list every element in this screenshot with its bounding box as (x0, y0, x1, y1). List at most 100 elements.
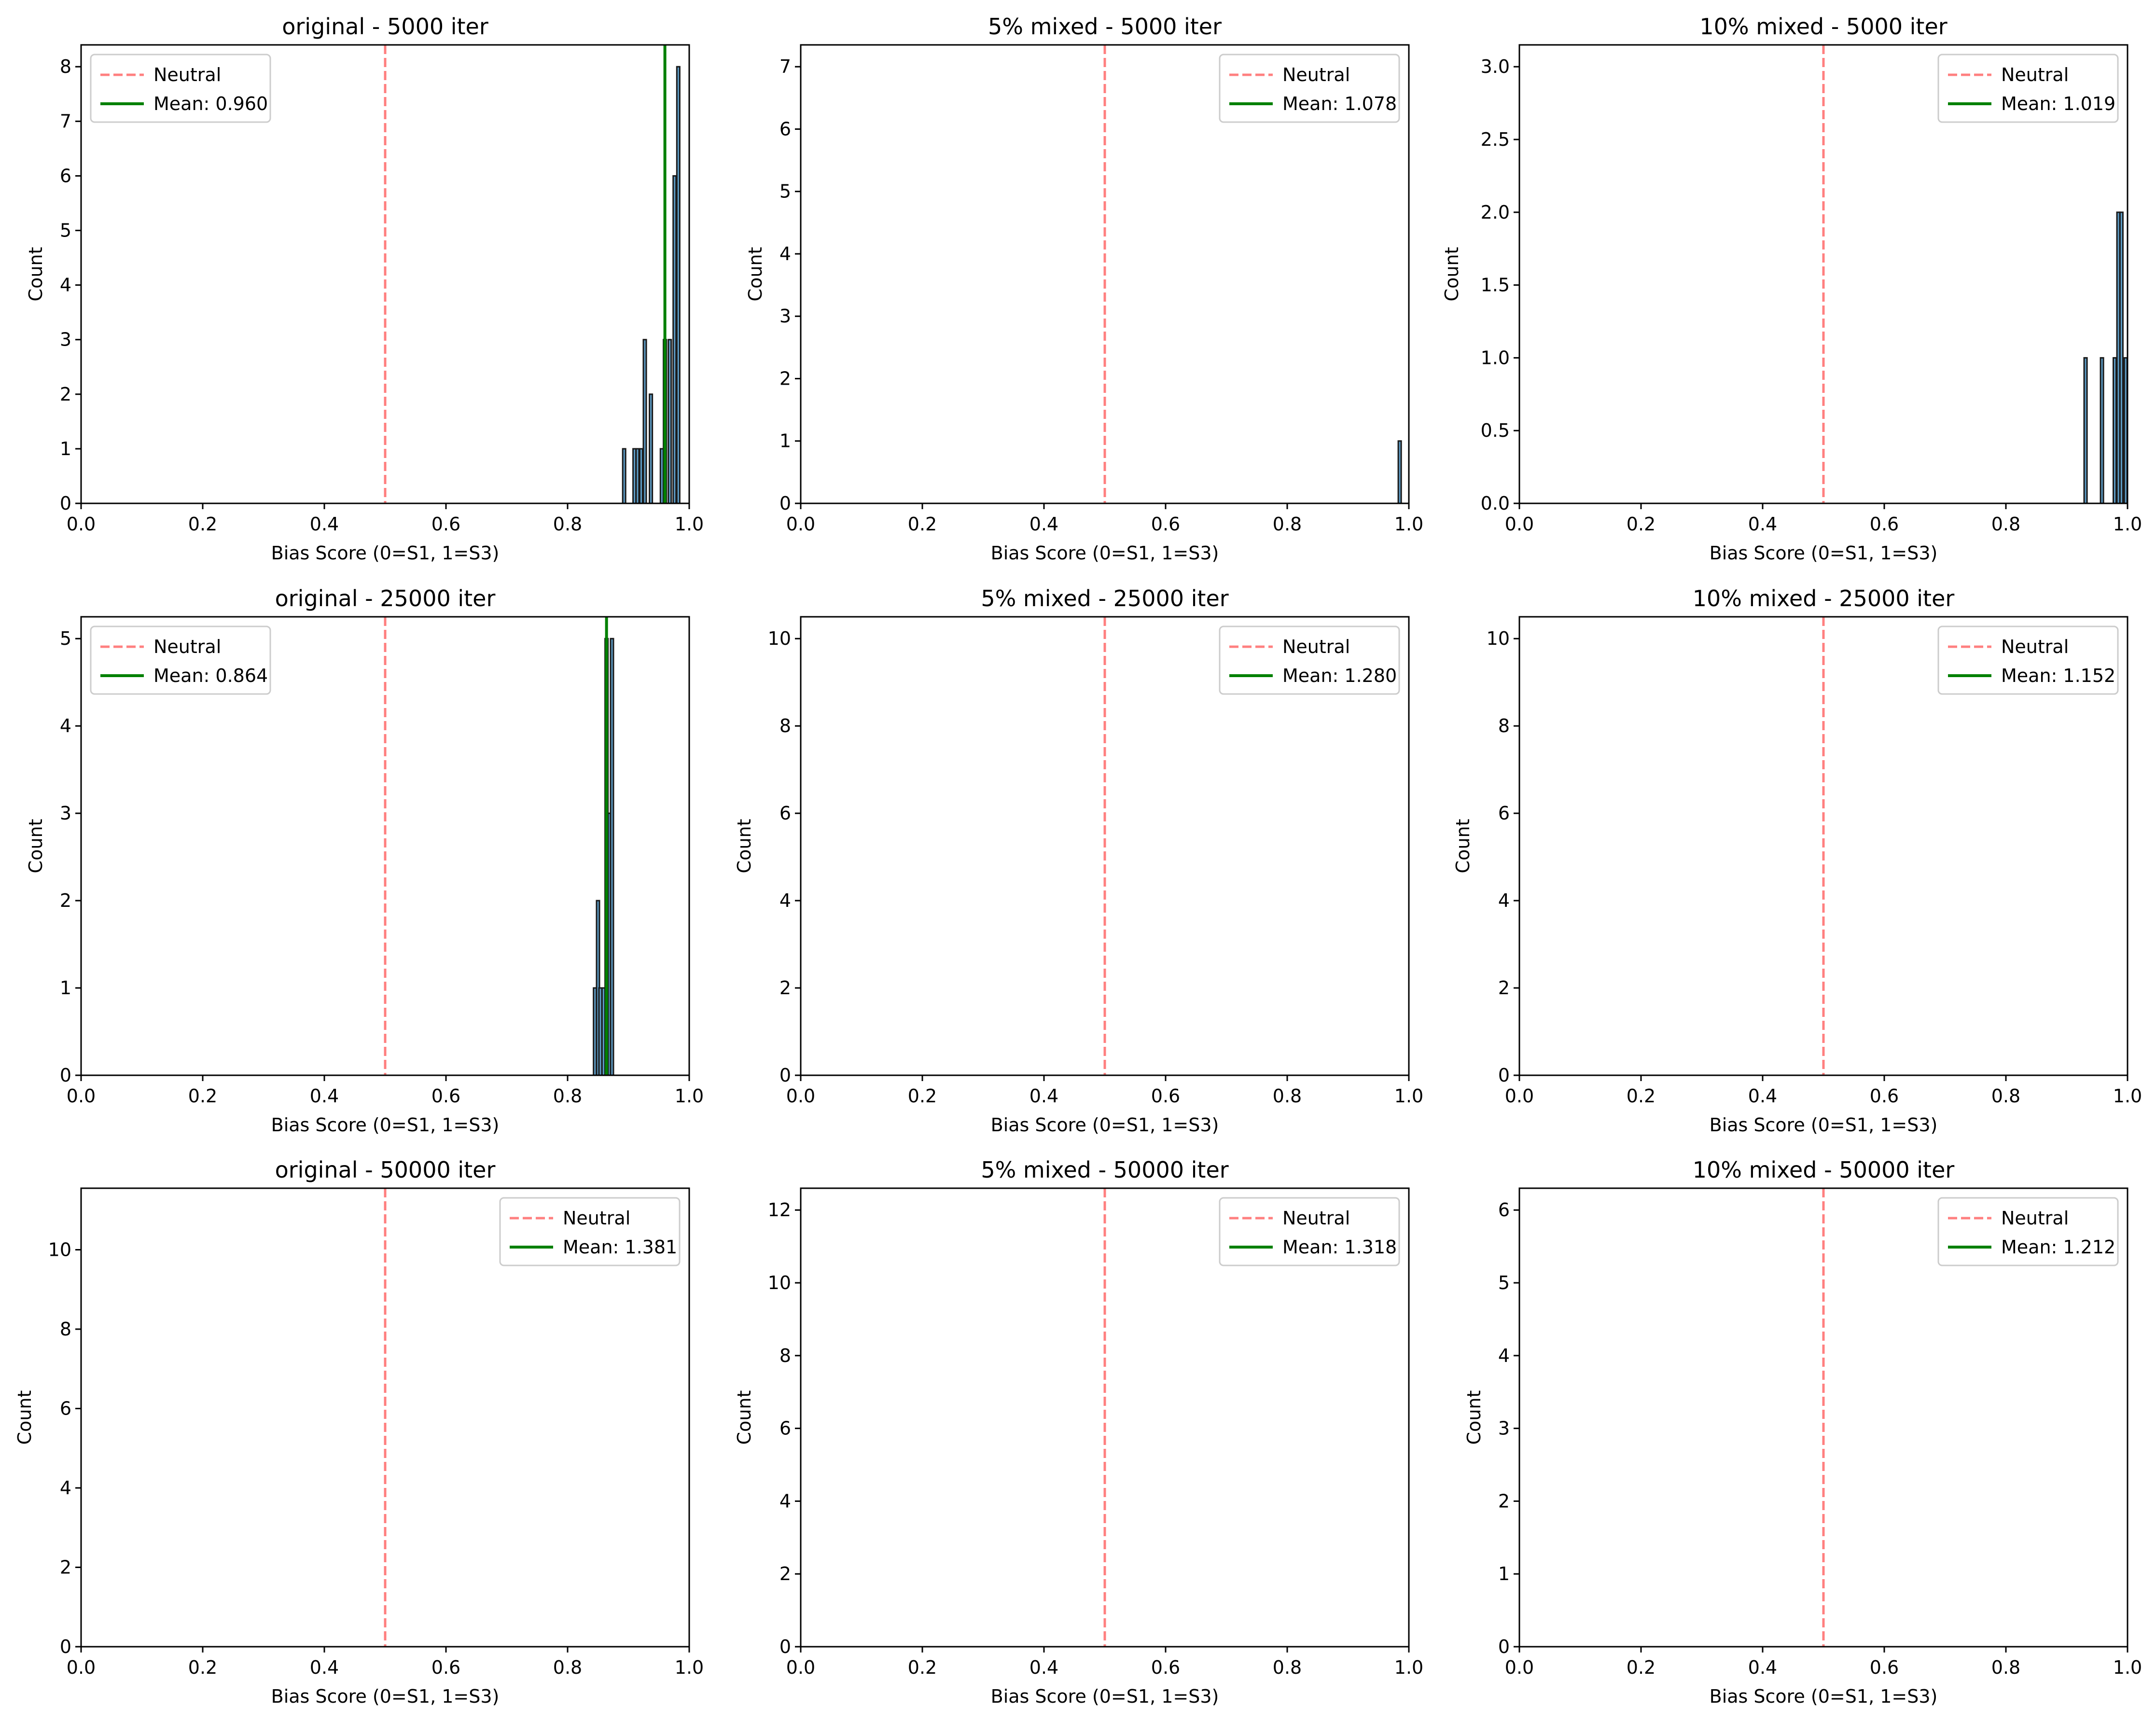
legend-mean-label: Mean: 1.152 (2001, 665, 2115, 686)
legend-mean-label: Mean: 0.960 (153, 93, 268, 114)
y-tick-label: 6 (60, 165, 71, 186)
y-tick-label: 0 (60, 1065, 71, 1086)
x-tick-label: 0.6 (1151, 1085, 1180, 1107)
chart-title: 5% mixed - 50000 iter (981, 1157, 1228, 1183)
y-tick-label: 1 (60, 977, 71, 999)
axes-frame (800, 44, 1410, 504)
histogram-bar (2123, 357, 2128, 503)
plot-area (384, 1188, 387, 1647)
x-axis-label: Bias Score (0=S1, 1=S3) (271, 1686, 500, 1707)
y-tick-label: 0 (779, 1636, 791, 1657)
histogram-bar (2119, 211, 2124, 503)
y-tick-label: 3 (1498, 1418, 1510, 1439)
x-tick-label: 0.8 (1991, 514, 2020, 535)
x-tick-label: 0.8 (1273, 514, 1302, 535)
x-tick-label: 1.0 (2113, 1657, 2142, 1678)
x-tick-label: 1.0 (675, 1657, 704, 1678)
chart-title: original - 25000 iter (275, 585, 496, 611)
x-tick-label: 1.0 (675, 514, 704, 535)
y-tick-label: 2 (60, 384, 71, 405)
histogram-bar (1397, 440, 1402, 503)
x-tick-label: 0.2 (908, 514, 937, 535)
x-tick-label: 1.0 (1394, 1085, 1423, 1107)
x-tick-label: 0.6 (431, 1657, 460, 1678)
y-tick-label: 1 (1498, 1563, 1510, 1584)
y-tick-label: 10 (768, 1272, 791, 1293)
y-tick-label: 10 (768, 628, 791, 649)
y-axis-label: Count (745, 247, 766, 302)
x-tick-label: 0.6 (1151, 1657, 1180, 1678)
x-axis-label: Bias Score (0=S1, 1=S3) (271, 542, 500, 564)
y-tick-label: 1.0 (1481, 347, 1510, 368)
y-tick-label: 6 (1498, 1199, 1510, 1221)
y-tick-label: 6 (779, 1418, 791, 1439)
legend-neutral-label: Neutral (2001, 64, 2069, 85)
y-tick-label: 4 (60, 275, 71, 296)
legend-mean-label: Mean: 1.212 (2001, 1236, 2115, 1258)
y-tick-label: 6 (1498, 803, 1510, 824)
histogram-bar (2113, 357, 2117, 503)
subplot-7: 0.0 0.2 0.4 0.6 0.8 1.0 0 2 4 6 8 10 original - 5000… (14, 1157, 704, 1707)
x-tick-label: 0.8 (553, 1657, 582, 1678)
histogram-bar (672, 175, 677, 503)
chart-title: original - 50000 iter (275, 1157, 496, 1183)
x-tick-label: 1.0 (1394, 514, 1423, 535)
y-tick-label: 0.5 (1481, 420, 1510, 441)
histogram-bar (635, 448, 640, 503)
y-tick-label: 7 (60, 111, 71, 132)
y-tick-label: 2 (1498, 977, 1510, 999)
x-tick-label: 0.4 (1748, 1657, 1777, 1678)
y-axis-label: Count (1463, 1390, 1485, 1445)
y-tick-label: 0 (1498, 1065, 1510, 1086)
y-tick-label: 10 (1487, 628, 1510, 649)
plot-area (1103, 1188, 1106, 1647)
x-tick-label: 1.0 (2113, 1085, 2142, 1107)
y-tick-label: 0 (60, 1636, 71, 1657)
legend: Neutral Mean: 1.019 (1937, 54, 2119, 123)
x-tick-label: 0.2 (1627, 1085, 1655, 1107)
legend: Neutral Mean: 0.960 (90, 54, 271, 123)
y-tick-label: 4 (1498, 1345, 1510, 1366)
histogram-bar (642, 339, 647, 503)
subplot-9: 0.0 0.2 0.4 0.6 0.8 1.0 0 1 2 3 4 5 6 10% mixed - 500… (1463, 1157, 2142, 1707)
x-tick-label: 0.4 (1748, 514, 1777, 535)
axes-frame (800, 616, 1410, 1076)
x-tick-label: 0.0 (1505, 514, 1534, 535)
x-tick-label: 0.6 (1870, 1657, 1899, 1678)
x-tick-label: 0.2 (908, 1085, 937, 1107)
legend-mean-label: Mean: 1.078 (1282, 93, 1397, 114)
x-tick-label: 0.0 (67, 1657, 96, 1678)
x-tick-label: 0.4 (1029, 1657, 1058, 1678)
x-tick-label: 0.8 (1991, 1657, 2020, 1678)
x-tick-label: 0.8 (553, 1085, 582, 1107)
x-axis-label: Bias Score (0=S1, 1=S3) (991, 1686, 1219, 1707)
y-axis-label: Count (25, 819, 46, 874)
x-tick-label: 0.2 (908, 1657, 937, 1678)
legend: Neutral Mean: 1.280 (1219, 625, 1400, 695)
histogram-bar (668, 339, 672, 503)
legend-mean-label: Mean: 1.019 (2001, 93, 2115, 114)
x-tick-label: 0.8 (1273, 1657, 1302, 1678)
subplot-4: 0.0 0.2 0.4 0.6 0.8 1.0 0 1 2 3 4 5 original - 25000… (25, 585, 704, 1136)
legend-mean-label: Mean: 0.864 (153, 665, 268, 686)
y-tick-label: 3 (779, 306, 791, 327)
chart-title: 10% mixed - 25000 iter (1693, 585, 1955, 611)
x-tick-label: 0.6 (431, 514, 460, 535)
y-tick-label: 4 (1498, 890, 1510, 911)
x-tick-label: 0.4 (310, 1085, 339, 1107)
x-tick-label: 0.6 (1870, 1085, 1899, 1107)
y-tick-label: 2 (60, 1556, 71, 1578)
y-tick-label: 2.0 (1481, 202, 1510, 223)
x-axis-label: Bias Score (0=S1, 1=S3) (1710, 1686, 1938, 1707)
y-tick-label: 12 (768, 1199, 791, 1221)
y-tick-label: 3 (60, 329, 71, 350)
y-tick-label: 2 (779, 1563, 791, 1584)
chart-title: 5% mixed - 25000 iter (981, 585, 1228, 611)
y-tick-label: 6 (60, 1398, 71, 1419)
y-tick-label: 1.5 (1481, 275, 1510, 296)
y-tick-label: 8 (60, 56, 71, 77)
x-axis-label: Bias Score (0=S1, 1=S3) (991, 542, 1219, 564)
legend: Neutral Mean: 1.381 (499, 1197, 681, 1266)
x-tick-label: 0.4 (1748, 1085, 1777, 1107)
